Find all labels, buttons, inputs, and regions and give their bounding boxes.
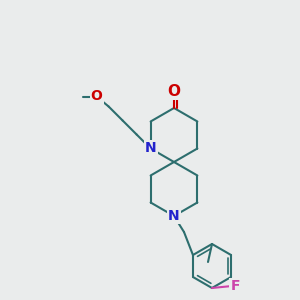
- Text: O: O: [167, 83, 181, 98]
- Text: F: F: [230, 279, 240, 293]
- Text: O: O: [91, 89, 103, 103]
- Text: N: N: [145, 142, 156, 155]
- Text: N: N: [168, 209, 180, 223]
